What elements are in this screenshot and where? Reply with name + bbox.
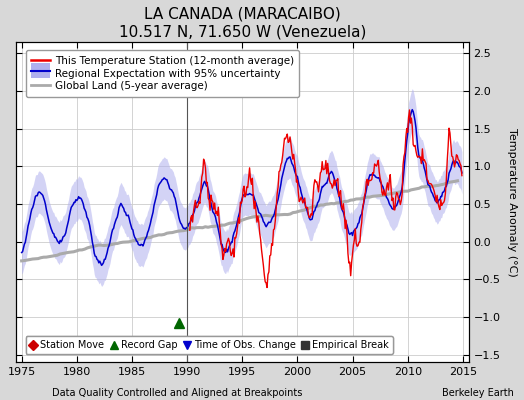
Y-axis label: Temperature Anomaly (°C): Temperature Anomaly (°C) [507,128,517,276]
Title: LA CANADA (MARACAIBO)
10.517 N, 71.650 W (Venezuela): LA CANADA (MARACAIBO) 10.517 N, 71.650 W… [118,7,366,39]
Text: Data Quality Controlled and Aligned at Breakpoints: Data Quality Controlled and Aligned at B… [52,388,303,398]
Text: Berkeley Earth: Berkeley Earth [442,388,514,398]
Legend: Station Move, Record Gap, Time of Obs. Change, Empirical Break: Station Move, Record Gap, Time of Obs. C… [26,336,393,354]
